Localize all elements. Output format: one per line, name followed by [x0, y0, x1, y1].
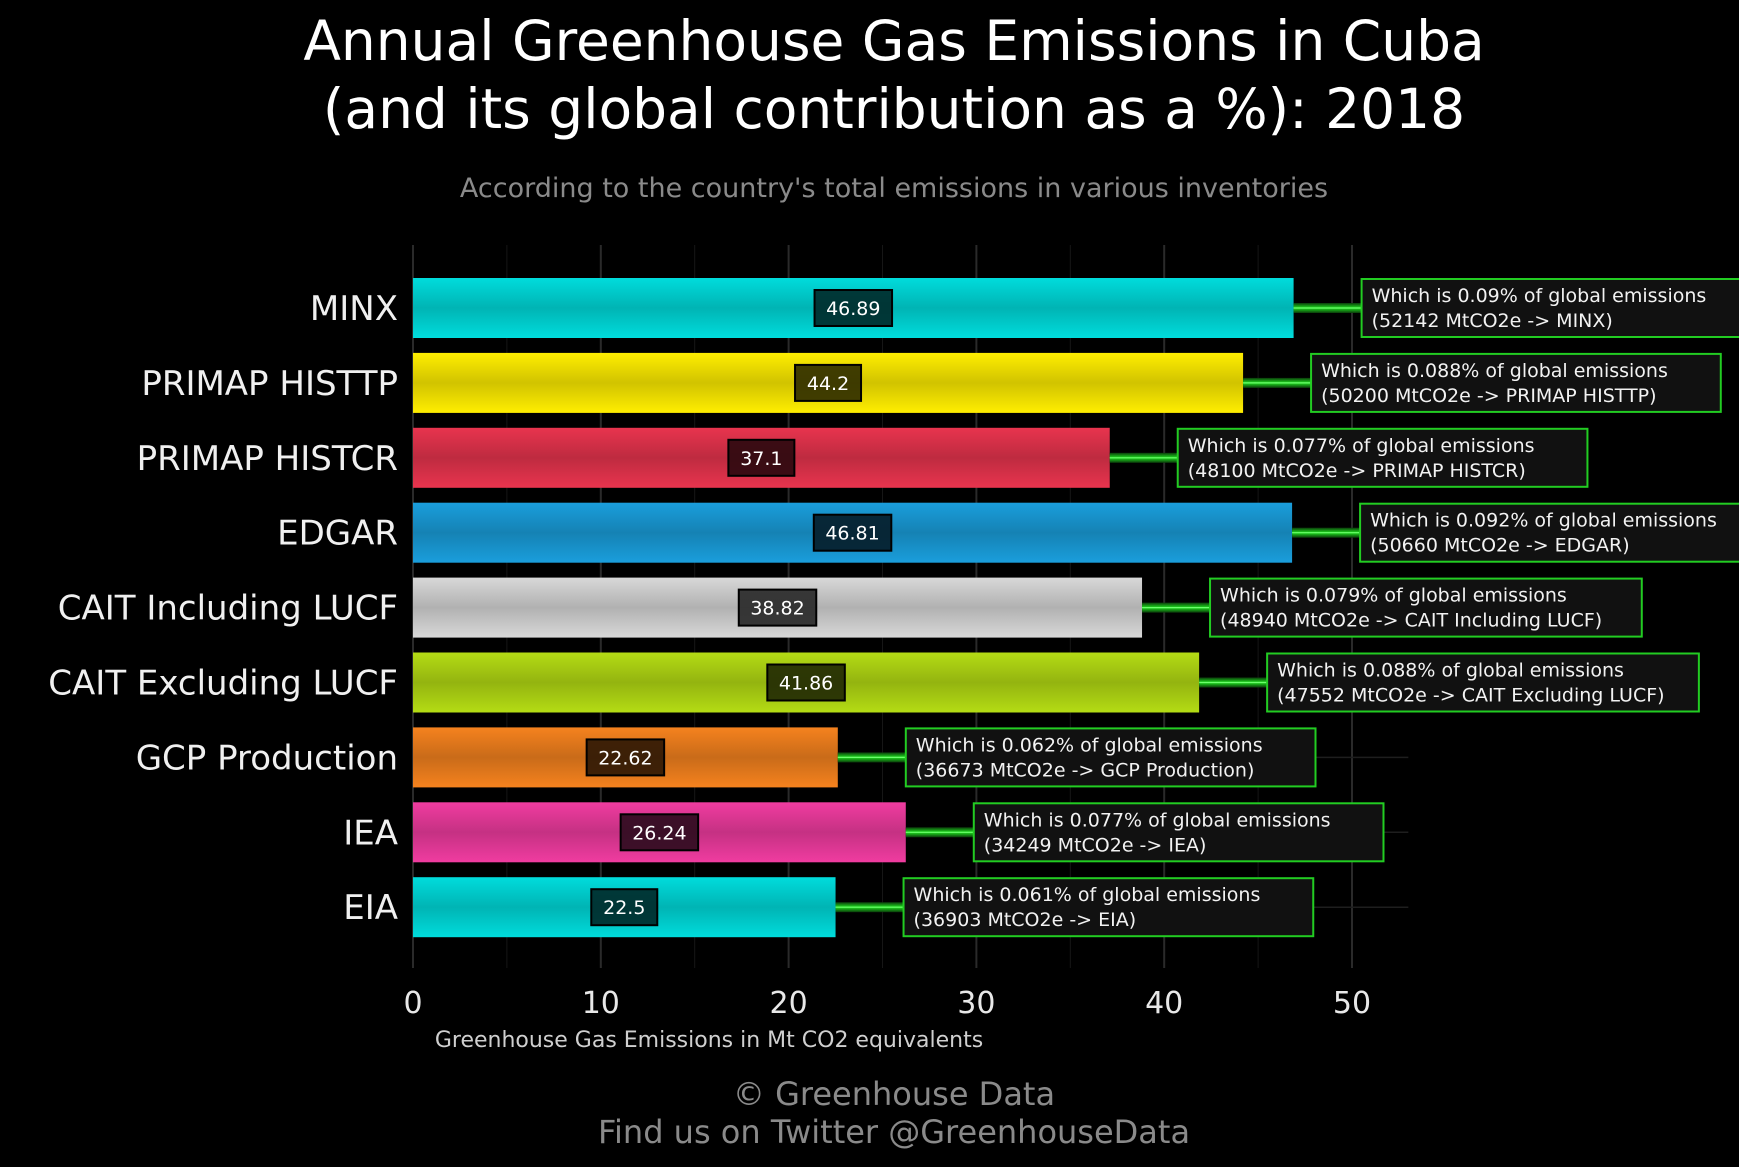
- x-tick-label: 0: [403, 986, 422, 1021]
- category-label: EDGAR: [277, 514, 398, 554]
- value-label: 44.2: [807, 373, 849, 395]
- value-label: 22.5: [603, 897, 645, 919]
- annotation-line2: (47552 MtCO2e -> CAIT Excluding LUCF): [1277, 685, 1664, 707]
- x-tick-label: 10: [582, 986, 620, 1021]
- value-label-box: [766, 663, 846, 702]
- value-label: 41.86: [779, 673, 833, 695]
- annotation-line1: Which is 0.077% of global emissions: [984, 809, 1331, 831]
- x-tick-label: 50: [1333, 986, 1371, 1021]
- category-label: IEA: [343, 813, 398, 853]
- category-label: EIA: [343, 888, 398, 928]
- category-label: GCP Production: [136, 738, 398, 778]
- value-label: 46.89: [826, 298, 880, 320]
- annotation-line2: (48100 MtCO2e -> PRIMAP HISTCR): [1188, 460, 1526, 482]
- annotation-line2: (34249 MtCO2e -> IEA): [984, 834, 1207, 856]
- x-tick-label: 20: [770, 986, 808, 1021]
- category-labels: MINX PRIMAP HISTTP PRIMAP HISTCR EDGAR CAIT …: [48, 289, 398, 928]
- annotation-line2: (50200 MtCO2e -> PRIMAP HISTTP): [1321, 385, 1656, 407]
- value-labels: 46.89 44.2 37.1 46.81 38.82 41.86 22.62 26.24 22…: [585, 289, 894, 927]
- annotation-line1: Which is 0.061% of global emissions: [914, 884, 1261, 906]
- value-label: 22.62: [598, 747, 652, 769]
- x-axis-ticks: 0 10 20 30 40 50: [403, 986, 1371, 1021]
- chart-subtitle: According to the country's total emissio…: [460, 173, 1328, 204]
- annotation-line1: Which is 0.088% of global emissions: [1277, 660, 1624, 682]
- footer-twitter: Find us on Twitter @GreenhouseData: [598, 1113, 1190, 1151]
- value-label-box: [619, 813, 700, 852]
- value-label: 26.24: [632, 822, 686, 844]
- annotation-box: [1310, 352, 1722, 413]
- footer-copyright: © Greenhouse Data: [733, 1075, 1055, 1113]
- annotation-box: [1176, 427, 1589, 488]
- category-label: PRIMAP HISTTP: [141, 364, 398, 404]
- x-tick-label: 40: [1145, 986, 1183, 1021]
- value-label-box: [813, 289, 894, 327]
- value-label: 38.82: [750, 598, 804, 620]
- annotation-line2: (52142 MtCO2e -> MINX): [1372, 310, 1613, 332]
- annotation-box: [1209, 577, 1643, 638]
- annotation-box: [972, 802, 1385, 863]
- value-label: 46.81: [825, 523, 879, 545]
- value-label: 37.1: [740, 448, 782, 470]
- annotation-line1: Which is 0.077% of global emissions: [1188, 435, 1535, 457]
- annotation-line1: Which is 0.09% of global emissions: [1372, 285, 1707, 307]
- annotation-line1: Which is 0.062% of global emissions: [916, 734, 1263, 756]
- annotation-box: [1360, 278, 1739, 338]
- annotation-connectors: [835, 303, 1362, 913]
- annotation-line2: (48940 MtCO2e -> CAIT Including LUCF): [1220, 610, 1602, 632]
- value-label-box: [590, 888, 659, 927]
- annotation-line2: (36673 MtCO2e -> GCP Production): [916, 759, 1255, 781]
- value-label-box: [727, 438, 796, 477]
- category-label: CAIT Excluding LUCF: [48, 664, 398, 704]
- annotation-line1: Which is 0.088% of global emissions: [1321, 360, 1668, 382]
- chart-title-line1: Annual Greenhouse Gas Emissions in Cuba: [303, 9, 1484, 73]
- category-label: MINX: [310, 289, 398, 329]
- annotation-line2: (50660 MtCO2e -> EDGAR): [1370, 535, 1630, 557]
- value-label-box: [737, 588, 818, 627]
- chart-title-line2: (and its global contribution as a %): 20…: [323, 77, 1465, 141]
- annotation-box: [904, 727, 1317, 788]
- annotation-box: [1266, 652, 1700, 713]
- category-label: PRIMAP HISTCR: [137, 439, 398, 479]
- category-label: CAIT Including LUCF: [58, 589, 398, 629]
- annotations: Which is 0.09% of global emissions (52142…: [902, 278, 1739, 938]
- value-label-box: [794, 363, 863, 402]
- annotation-box: [902, 877, 1315, 938]
- annotation-line1: Which is 0.079% of global emissions: [1220, 585, 1567, 607]
- annotation-line1: Which is 0.092% of global emissions: [1370, 510, 1717, 532]
- x-axis-label: Greenhouse Gas Emissions in Mt CO2 equiv…: [435, 1028, 983, 1053]
- value-label-box: [812, 513, 893, 552]
- x-tick-label: 30: [957, 986, 995, 1021]
- value-label-box: [585, 738, 666, 777]
- annotation-box: [1359, 502, 1739, 563]
- annotation-line2: (36903 MtCO2e -> EIA): [914, 909, 1137, 931]
